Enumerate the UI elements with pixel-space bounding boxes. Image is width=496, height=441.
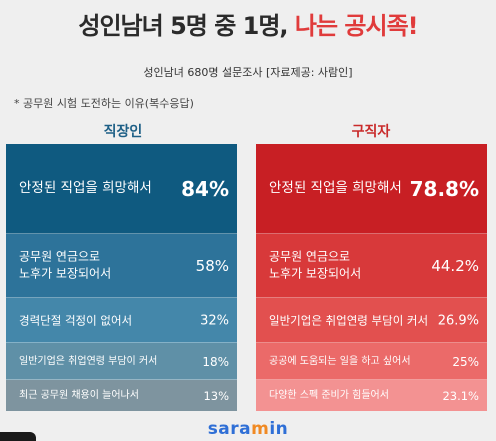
row-label: 공공에 도움되는 일을 하고 싶어서 bbox=[269, 355, 411, 367]
row-value-label: 32% bbox=[200, 313, 229, 328]
row-label: 공무원 연금으로 노후가 보장되어서 bbox=[19, 249, 112, 281]
chart-row: 다양한 스펙 준비가 힘들어서 23.1% bbox=[256, 380, 487, 411]
worker-chart-panel: 안정된 직업을 희망해서 84% 공무원 연금으로 노후가 보장되어서 58% 경력단절 … bbox=[6, 144, 237, 411]
row-divider bbox=[6, 297, 237, 298]
row-divider bbox=[6, 379, 237, 380]
logo-text-end: in bbox=[269, 419, 289, 439]
chart-row: 일반기업은 취업연령 부담이 커서 18% bbox=[6, 343, 237, 380]
row-value-label: 23.1% bbox=[442, 388, 479, 403]
row-divider bbox=[256, 342, 487, 343]
row-label: 일반기업은 취업연령 부담이 커서 bbox=[19, 355, 158, 367]
chart-row: 공공에 도움되는 일을 하고 싶어서 25% bbox=[256, 343, 487, 380]
row-value-label: 84% bbox=[181, 177, 229, 201]
row-label: 일반기업은 취업연령 부담이 커서 bbox=[269, 313, 429, 328]
row-value-label: 44.2% bbox=[431, 257, 479, 275]
logo-text-mid: m bbox=[251, 419, 270, 439]
row-divider bbox=[256, 297, 487, 298]
survey-subtitle: 성인남녀 680명 설문조사 [자료제공: 사람인] bbox=[143, 66, 353, 79]
row-divider bbox=[256, 233, 487, 234]
corner-tab bbox=[0, 432, 36, 441]
row-label: 최근 공무원 채용이 늘어나서 bbox=[19, 389, 139, 401]
chart-row: 경력단절 걱정이 없어서 32% bbox=[6, 298, 237, 343]
row-divider bbox=[6, 342, 237, 343]
title-main: 성인남녀 5명 중 1명, bbox=[78, 12, 288, 40]
row-label: 안정된 직업을 희망해서 bbox=[19, 180, 152, 197]
page-title: 성인남녀 5명 중 1명, 나는 공시족! bbox=[0, 6, 496, 41]
row-value-label: 58% bbox=[195, 257, 229, 275]
seeker-group-title: 구직자 bbox=[351, 124, 391, 140]
row-label: 안정된 직업을 희망해서 bbox=[269, 180, 402, 197]
logo-text-start: sara bbox=[207, 419, 252, 439]
chart-row: 안정된 직업을 희망해서 84% bbox=[6, 144, 237, 234]
row-value-label: 78.8% bbox=[409, 177, 479, 201]
chart-row: 안정된 직업을 희망해서 78.8% bbox=[256, 144, 487, 234]
row-label: 다양한 스펙 준비가 힘들어서 bbox=[269, 389, 389, 401]
row-value-label: 26.9% bbox=[437, 313, 479, 328]
row-label: 공무원 연금으로 노후가 보장되어서 bbox=[269, 249, 362, 281]
row-value-label: 18% bbox=[202, 354, 229, 369]
chart-row: 일반기업은 취업연령 부담이 커서 26.9% bbox=[256, 298, 487, 343]
chart-row: 최근 공무원 채용이 늘어나서 13% bbox=[6, 380, 237, 411]
row-label: 경력단절 걱정이 없어서 bbox=[19, 313, 133, 328]
row-value-label: 25% bbox=[452, 354, 479, 369]
row-value-label: 13% bbox=[203, 388, 229, 403]
row-divider bbox=[6, 233, 237, 234]
chart-row: 공무원 연금으로 노후가 보장되어서 58% bbox=[6, 234, 237, 298]
saramin-logo: saramin bbox=[0, 419, 496, 439]
title-accent: 나는 공시족! bbox=[294, 12, 419, 40]
chart-row: 공무원 연금으로 노후가 보장되어서 44.2% bbox=[256, 234, 487, 298]
worker-group-title: 직장인 bbox=[103, 124, 143, 140]
question-note: * 공무원 시험 도전하는 이유(복수응답) bbox=[14, 97, 194, 110]
seeker-chart-panel: 안정된 직업을 희망해서 78.8% 공무원 연금으로 노후가 보장되어서 44.2% 일… bbox=[256, 144, 487, 411]
row-divider bbox=[256, 379, 487, 380]
